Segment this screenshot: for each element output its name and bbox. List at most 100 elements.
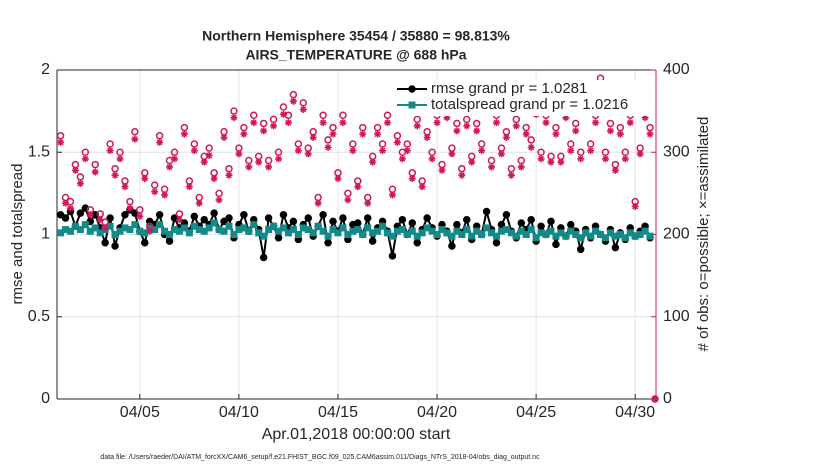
marker [458, 171, 466, 179]
marker [458, 164, 466, 173]
y-tick-label: 1.5 [28, 143, 50, 160]
marker [121, 211, 129, 219]
marker [299, 99, 308, 107]
y2-tick-label: 400 [663, 61, 690, 78]
marker [359, 231, 367, 238]
marker [156, 221, 164, 229]
marker [66, 204, 74, 212]
marker [259, 253, 268, 262]
marker [577, 234, 585, 242]
marker [354, 219, 362, 227]
marker [572, 127, 580, 135]
marker [185, 229, 193, 237]
marker [121, 183, 129, 191]
marker [245, 156, 253, 165]
marker [641, 227, 649, 235]
marker [562, 114, 570, 122]
marker [636, 150, 644, 158]
marker [275, 155, 283, 163]
marker [279, 103, 288, 111]
marker [552, 123, 560, 132]
marker [190, 147, 198, 155]
marker [131, 127, 139, 136]
marker [235, 150, 243, 158]
marker [517, 156, 526, 165]
marker [166, 163, 174, 171]
marker [517, 219, 526, 227]
marker [369, 158, 377, 166]
marker [86, 211, 94, 219]
marker [557, 158, 565, 166]
marker [552, 240, 560, 249]
marker [463, 122, 471, 130]
marker [641, 114, 649, 122]
marker [334, 229, 342, 237]
marker [106, 147, 114, 155]
marker [616, 123, 625, 132]
marker [567, 140, 575, 148]
marker [289, 90, 298, 99]
marker [81, 221, 89, 229]
marker [576, 245, 585, 254]
marker [126, 204, 134, 212]
marker [601, 155, 609, 163]
marker [91, 168, 99, 176]
marker [368, 237, 377, 245]
marker [344, 196, 352, 204]
marker [141, 175, 149, 183]
chart-subtitle: AIRS_TEMPERATURE @ 688 hPa [245, 47, 466, 63]
marker [200, 215, 208, 224]
marker [57, 138, 65, 146]
x-tick-label: 04/15 [318, 404, 358, 421]
marker [522, 123, 530, 132]
marker [274, 234, 283, 242]
marker [314, 222, 322, 230]
marker [443, 114, 451, 122]
marker [363, 214, 372, 222]
marker [309, 229, 317, 237]
marker [151, 188, 159, 196]
marker [482, 207, 491, 216]
marker [408, 175, 416, 183]
marker [393, 132, 402, 140]
marker [101, 224, 109, 232]
marker [299, 105, 307, 113]
marker [131, 209, 139, 217]
legend-label: totalspread grand pr = 1.0216 [431, 96, 628, 113]
legend-box [393, 80, 654, 116]
marker [225, 171, 233, 179]
marker [324, 136, 332, 144]
marker [150, 181, 159, 189]
marker [512, 232, 520, 240]
marker [487, 156, 496, 165]
marker [418, 229, 426, 237]
marker [631, 203, 639, 211]
marker [81, 148, 90, 156]
marker [56, 132, 65, 140]
marker [76, 173, 85, 181]
marker [592, 119, 600, 127]
marker [621, 148, 630, 156]
marker [126, 197, 134, 206]
marker [289, 217, 298, 226]
marker [483, 224, 491, 232]
marker [384, 119, 392, 127]
marker [284, 111, 293, 119]
marker [319, 111, 327, 119]
marker [66, 227, 74, 235]
x-tick-label: 04/20 [417, 404, 457, 421]
marker [319, 119, 327, 127]
marker [453, 220, 461, 229]
marker [403, 147, 411, 155]
marker [572, 119, 580, 128]
marker [180, 224, 188, 232]
marker [646, 232, 654, 240]
marker [91, 224, 99, 232]
y2-tick-label: 100 [663, 308, 690, 325]
marker [453, 119, 461, 128]
marker [304, 214, 313, 222]
marker [547, 217, 555, 226]
marker [279, 224, 287, 232]
y-axis-label: rmse and totalspread [9, 164, 26, 305]
marker [240, 130, 248, 138]
